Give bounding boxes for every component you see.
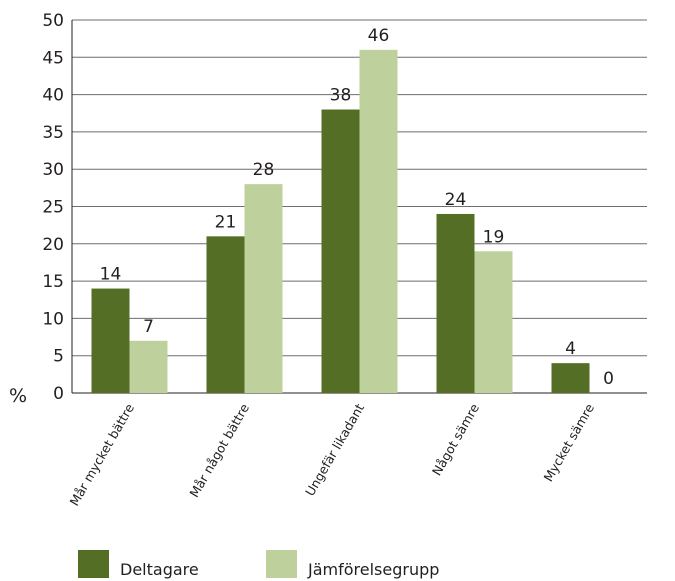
- y-tick-label: 5: [53, 347, 64, 367]
- bar: [206, 236, 245, 393]
- y-tick-label: 0: [53, 384, 64, 404]
- bars: [91, 49, 590, 394]
- legend-label: Jämförelsegrupp: [307, 560, 439, 579]
- data-label: 46: [368, 26, 390, 46]
- bar: [551, 363, 590, 393]
- category-labels: Mår mycket bättre Mår något bättre Ungefär…: [66, 401, 597, 509]
- data-label: 24: [445, 190, 467, 210]
- data-label: 4: [565, 339, 576, 359]
- bar: [359, 49, 398, 394]
- y-tick-label: 25: [42, 198, 64, 218]
- category-label: Något sämre: [429, 401, 482, 478]
- category-label: Mår mycket bättre: [66, 401, 137, 509]
- legend-swatch: [78, 550, 109, 578]
- data-label: 14: [100, 265, 122, 285]
- bar: [244, 184, 283, 393]
- data-label: 21: [215, 212, 237, 232]
- y-tick-label: 50: [42, 11, 64, 31]
- y-tick-label: 30: [42, 160, 64, 180]
- y-tick-label: 10: [42, 309, 64, 329]
- data-label: 28: [253, 160, 275, 180]
- bar: [321, 109, 360, 394]
- bar: [91, 288, 130, 393]
- y-tick-label: 45: [42, 48, 64, 68]
- data-labels: 14 7 21 28 38 46 24 19 4 0: [100, 26, 614, 389]
- y-tick-label: 40: [42, 86, 64, 106]
- y-tick-labels: 0 5 10 15 20 25 30 35 40 45 50: [42, 11, 64, 404]
- data-label: 19: [483, 227, 505, 247]
- y-tick-label: 35: [42, 123, 64, 143]
- legend-swatch: [266, 550, 297, 578]
- category-label: Mår något bättre: [186, 401, 252, 500]
- legend-label: Deltagare: [120, 560, 199, 579]
- bar: [129, 340, 168, 393]
- y-tick-label: 20: [42, 235, 64, 255]
- legend: Deltagare Jämförelsegrupp: [78, 550, 439, 579]
- data-label: 0: [603, 369, 614, 389]
- category-label: Ungefär likadant: [302, 401, 367, 499]
- bar: [474, 251, 513, 393]
- y-tick-label: 15: [42, 272, 64, 292]
- bar: [436, 213, 475, 393]
- category-label: Mycket sämre: [540, 401, 597, 484]
- y-axis-unit-label: %: [9, 385, 27, 407]
- data-label: 7: [143, 317, 154, 337]
- data-label: 38: [330, 86, 352, 106]
